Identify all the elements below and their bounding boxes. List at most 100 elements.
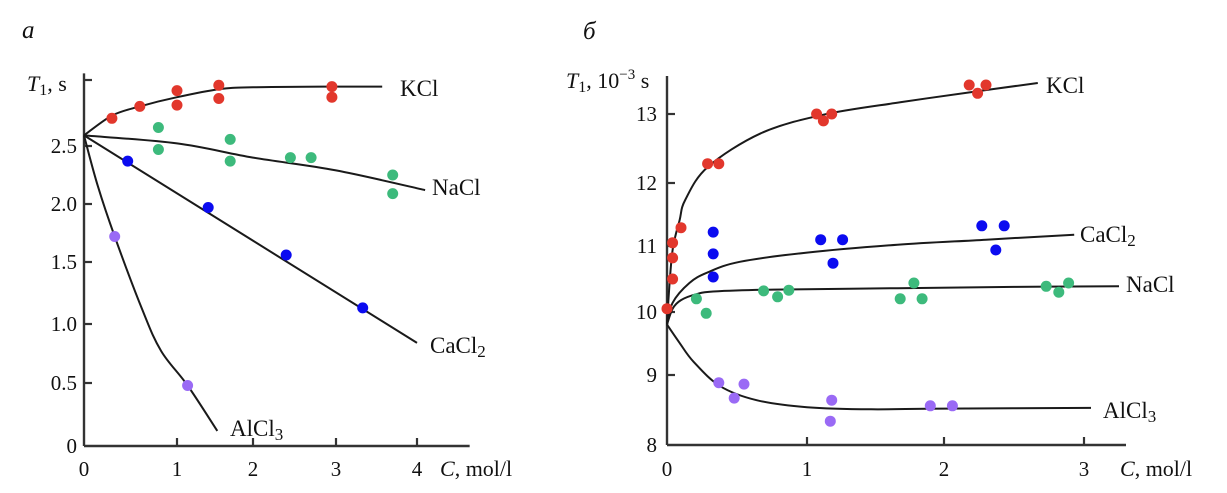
kcl-data-point: [702, 158, 714, 170]
nacl-fit-curve: [83, 134, 426, 192]
kcl-data-point: [213, 79, 225, 91]
cacl2-data-point: [827, 257, 839, 269]
panel-label: б: [583, 18, 597, 45]
nacl-data-point: [152, 122, 164, 133]
series-label-base: CaCl: [430, 333, 477, 358]
nacl-data-point: [284, 152, 296, 164]
series-label-base: AlCl: [1103, 398, 1148, 423]
y-axis-superscript: −3: [619, 67, 635, 83]
kcl-data-point: [171, 85, 183, 97]
nacl-data-point: [1053, 286, 1065, 298]
series-label-base: KCl: [1046, 73, 1084, 98]
alcl3-data-point: [182, 380, 194, 391]
kcl-data-point: [661, 303, 673, 315]
cacl2-series-label: CaCl2: [430, 333, 486, 361]
cacl2-data-point: [122, 155, 134, 167]
nacl-data-point: [690, 293, 702, 305]
series-label-subscript: 3: [275, 425, 284, 444]
y-axis-subscript: 1: [578, 79, 586, 96]
alcl3-series-label: AlCl3: [230, 416, 283, 444]
kcl-data-point: [667, 273, 679, 285]
x-tick-label: 0: [662, 457, 673, 481]
y-axis-label: T1, 10−3 s: [566, 67, 649, 96]
y-tick-label: 0.5: [51, 371, 77, 395]
alcl3-series-label: AlCl3: [1103, 398, 1156, 426]
nacl-data-point: [1040, 280, 1052, 292]
y-tick-label: 12: [636, 171, 657, 195]
kcl-data-point: [326, 91, 338, 103]
x-axis-label: C, mol/l: [1120, 456, 1192, 481]
kcl-series-label: KCl: [400, 76, 438, 101]
kcl-data-point: [326, 81, 338, 93]
cacl2-fit-curve: [666, 233, 1075, 325]
series-label-base: NaCl: [432, 175, 481, 200]
kcl-data-point: [675, 222, 687, 234]
nacl-data-point: [152, 144, 164, 155]
series-label-subscript: 2: [1127, 231, 1136, 250]
series-label-base: NaCl: [1126, 272, 1175, 297]
series-label-base: KCl: [400, 76, 438, 101]
cacl2-data-point: [707, 248, 719, 260]
nacl-data-point: [1063, 277, 1075, 289]
kcl-data-point: [171, 99, 183, 111]
x-tick-label: 1: [802, 457, 813, 481]
x-axis-unit: , mol/l: [1135, 456, 1192, 481]
cacl2-data-point: [990, 244, 1002, 256]
nacl-data-point: [700, 307, 712, 319]
cacl2-series-label: CaCl2: [1080, 222, 1136, 250]
nacl-series-label: NaCl: [432, 175, 481, 200]
series-label-base: AlCl: [230, 416, 275, 441]
nacl-data-point: [305, 152, 317, 164]
chart-panel-a: а0 1 2 3 400.51.01.52.02.5T1, sC, mol/lKClNa…: [22, 17, 512, 481]
series-label-subscript: 2: [477, 342, 486, 361]
y-axis-unit-suffix: s: [635, 68, 649, 93]
kcl-data-point: [106, 112, 118, 124]
kcl-data-point: [213, 93, 225, 104]
cacl2-data-point: [357, 302, 369, 314]
kcl-series-label: KCl: [1046, 73, 1084, 98]
x-tick-label: 2: [939, 457, 950, 481]
y-axis-unit: , 10: [586, 68, 619, 93]
y-axis-unit: , s: [47, 71, 67, 96]
y-tick-label: 1.5: [51, 250, 77, 274]
x-tick-label: 3: [1079, 457, 1090, 481]
kcl-data-point: [963, 79, 975, 91]
series-label-base: CaCl: [1080, 222, 1127, 247]
kcl-data-point: [980, 79, 992, 91]
alcl3-fit-curve: [666, 324, 1092, 411]
y-tick-label: 0: [67, 434, 78, 458]
nacl-data-point: [224, 133, 236, 145]
x-tick-label: 0: [79, 457, 90, 481]
kcl-data-point: [134, 100, 146, 112]
nacl-data-point: [916, 293, 928, 305]
series-label-subscript: 3: [1148, 407, 1157, 426]
y-axis-symbol: T: [27, 71, 41, 96]
cacl2-data-point: [707, 271, 719, 283]
alcl3-data-point: [824, 415, 836, 427]
nacl-data-point: [908, 277, 920, 289]
panel-label: а: [22, 17, 35, 44]
kcl-fit-curve: [83, 85, 383, 137]
x-tick-label: 2: [248, 457, 259, 481]
y-axis-subscript: 1: [39, 82, 47, 99]
alcl3-data-point: [713, 377, 725, 389]
x-axis-symbol: C: [440, 456, 455, 481]
nacl-data-point: [387, 169, 399, 181]
alcl3-data-point: [826, 394, 838, 406]
alcl3-fit-curve: [83, 135, 219, 432]
nacl-fit-curve: [666, 285, 1120, 325]
x-axis-symbol: C: [1120, 456, 1135, 481]
x-tick-label: 1: [172, 457, 183, 481]
kcl-data-point: [811, 108, 823, 120]
nacl-data-point: [387, 188, 399, 200]
y-tick-label: 2.0: [51, 192, 77, 216]
y-tick-label: 2.5: [51, 134, 77, 158]
x-tick-label: 3: [331, 457, 342, 481]
kcl-data-point: [817, 115, 829, 127]
kcl-data-point: [972, 87, 984, 99]
x-tick-label: 4: [412, 457, 423, 481]
y-tick-label: 8: [647, 433, 658, 457]
y-tick-label: 9: [647, 363, 658, 387]
alcl3-data-point: [109, 231, 121, 242]
cacl2-data-point: [815, 234, 827, 246]
